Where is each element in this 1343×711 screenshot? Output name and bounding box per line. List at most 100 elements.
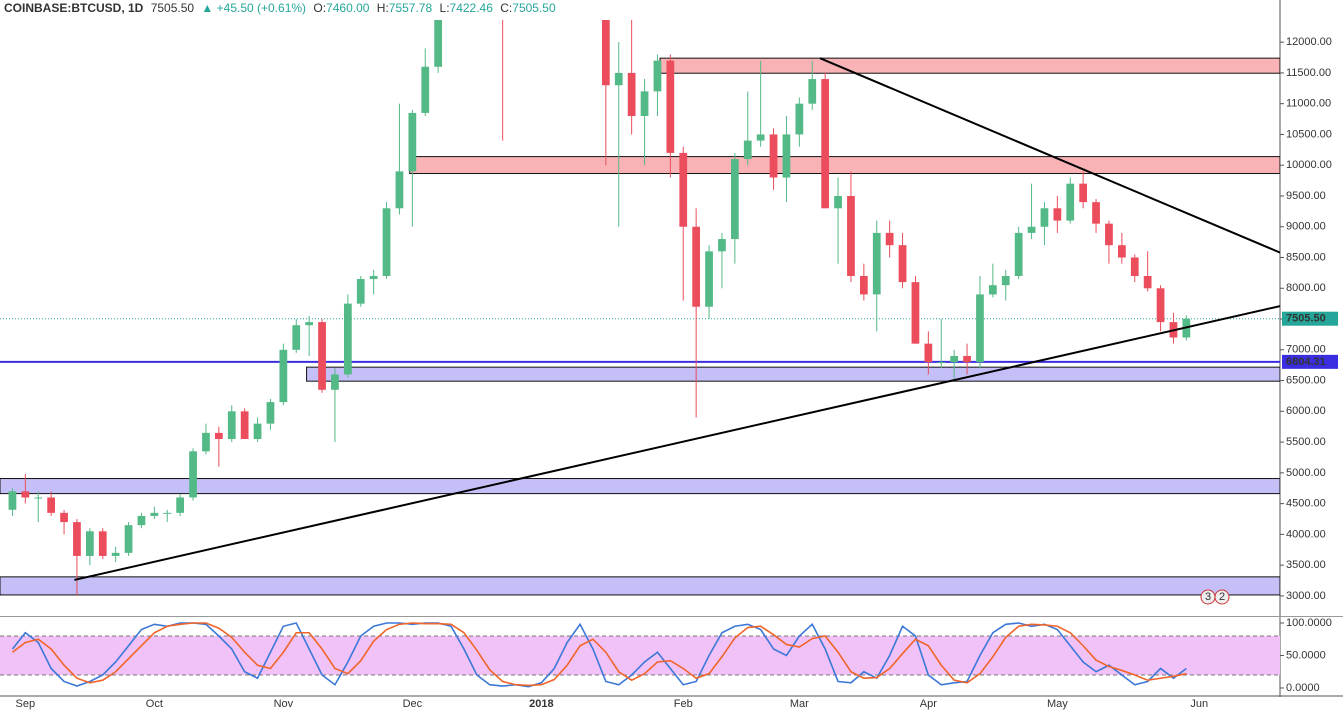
candle-body [8, 491, 17, 510]
candle-body [150, 512, 159, 516]
last-price: 7505.50 [151, 1, 195, 15]
candle-body [782, 134, 791, 178]
candle-body [1040, 208, 1049, 227]
event-badge-label: 2 [1219, 591, 1225, 603]
osc-line [11, 622, 1187, 687]
candle-body [666, 60, 675, 153]
header: COINBASE:BTCUSD, 1D 7505.50 ▲ +45.50 (+0… [4, 1, 556, 15]
price-label: 6804.31 [1286, 356, 1326, 368]
y-tick-label: 9500.00 [1286, 190, 1326, 202]
x-tick-label: Apr [920, 698, 937, 710]
candle-body [202, 432, 210, 452]
candle-body [950, 355, 959, 363]
candle-body [305, 322, 314, 326]
candle-body [1066, 183, 1075, 221]
candle-body [111, 552, 120, 556]
trendline [74, 305, 1280, 581]
ohlc-value: 7505.50 [512, 1, 556, 15]
y-tick-label: 5500.00 [1286, 436, 1326, 448]
y-tick-label: 11000.00 [1286, 98, 1331, 110]
candle-body [1117, 245, 1126, 258]
candle-body [795, 103, 804, 135]
x-tick-label: Mar [790, 698, 809, 710]
y-tick-label: 8500.00 [1286, 251, 1326, 263]
candle-body [627, 72, 636, 116]
candle-body [124, 525, 133, 553]
ohlc-label: O: [313, 1, 326, 15]
zone [306, 366, 1280, 382]
ohlc-value: 7422.46 [450, 1, 494, 15]
candle-body [1143, 275, 1152, 289]
y-tick-label: 100.0000 [1286, 617, 1332, 629]
candle-body [653, 60, 662, 92]
candle-body [769, 134, 778, 178]
candle-body [834, 195, 842, 209]
candle-body [98, 531, 107, 556]
candle-body [743, 140, 752, 160]
candle-body [859, 275, 868, 295]
zone [0, 576, 1280, 596]
y-tick-label: 8000.00 [1286, 282, 1326, 294]
candle-body [356, 279, 365, 304]
candle-body [253, 423, 262, 440]
candle-body [227, 411, 236, 440]
price-label-box [1282, 354, 1338, 369]
price-label-box [1282, 311, 1338, 326]
x-tick-label: Jun [1190, 698, 1208, 710]
candle-body [640, 91, 649, 116]
candle-body [692, 226, 701, 307]
candle-body [847, 195, 855, 276]
candle-body [872, 232, 881, 295]
candle-body [821, 79, 830, 209]
candle-body [988, 285, 997, 295]
candle-body [60, 512, 68, 523]
y-tick-label: 6000.00 [1286, 405, 1326, 417]
candle-body [1092, 202, 1100, 224]
osc-band [0, 635, 1280, 675]
candle-body [176, 497, 185, 513]
candle-body [1001, 275, 1010, 286]
candle-body [331, 374, 339, 390]
candle-body [343, 303, 352, 375]
x-tick-label: 2018 [529, 698, 553, 710]
x-tick-label: May [1047, 698, 1068, 710]
x-tick-label: Sep [16, 698, 36, 710]
zone [409, 156, 1280, 175]
y-tick-label: 5000.00 [1286, 467, 1326, 479]
candle-body [382, 208, 391, 276]
candle-body [21, 491, 30, 498]
event-badge-label: 3 [1205, 591, 1211, 603]
candle-body [718, 239, 726, 252]
x-tick-label: Dec [403, 698, 423, 710]
trendline [819, 57, 1280, 254]
y-tick-label: 10500.00 [1286, 128, 1332, 140]
y-tick-label: 10000.00 [1286, 159, 1332, 171]
candle-body [1027, 226, 1036, 233]
y-tick-label: 11500.00 [1286, 67, 1331, 79]
x-tick-label: Feb [674, 698, 693, 710]
candle-body [408, 112, 417, 172]
y-tick-label: 50.0000 [1286, 649, 1326, 661]
y-tick-label: 7000.00 [1286, 344, 1326, 356]
ohlc-label: C: [500, 1, 512, 15]
candle-body [911, 282, 920, 344]
x-tick-label: Nov [274, 698, 294, 710]
candle-body [756, 134, 765, 141]
y-tick-label: 0.0000 [1286, 682, 1320, 694]
ohlc-label: H: [377, 1, 389, 15]
y-tick-label: 12000.00 [1286, 36, 1332, 48]
price-label: 7505.50 [1286, 313, 1326, 325]
candle-body [885, 232, 894, 246]
y-tick-label: 3500.00 [1286, 559, 1326, 571]
zone [0, 478, 1280, 495]
candle-body [937, 362, 946, 364]
candle-body [1105, 223, 1113, 246]
candle-body [240, 411, 249, 440]
candle-body [73, 522, 81, 556]
candle-body [189, 451, 197, 498]
change: ▲ +45.50 (+0.61%) [201, 1, 306, 15]
candle-body [976, 294, 984, 363]
event-badge [1214, 589, 1230, 605]
candle-body [318, 322, 326, 390]
